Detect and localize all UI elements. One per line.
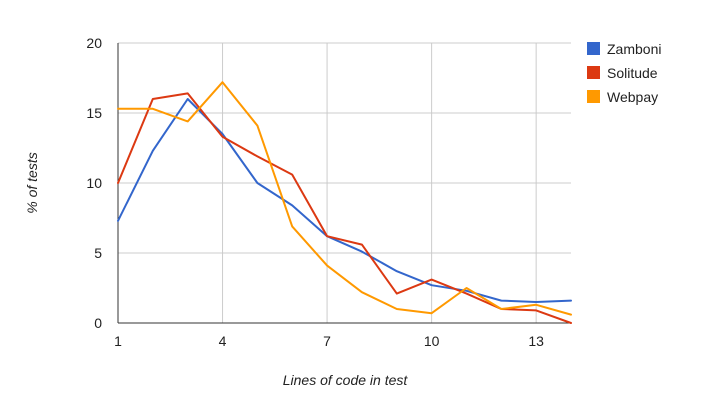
x-tick-label: 13	[528, 333, 544, 349]
series-lines	[117, 81, 572, 324]
legend-swatch-zamboni	[587, 42, 600, 55]
y-tick-label: 20	[86, 35, 102, 51]
series-line-webpay	[117, 81, 572, 316]
x-tick-label: 10	[424, 333, 440, 349]
tick-labels: 0 5 10 15 20 1 4 7 10 13	[86, 35, 544, 349]
legend-swatch-solitude	[587, 66, 600, 79]
legend-label-webpay: Webpay	[607, 89, 658, 105]
y-tick-label: 5	[94, 245, 102, 261]
x-tick-label: 7	[323, 333, 331, 349]
series-line-solitude	[117, 92, 572, 324]
y-tick-label: 0	[94, 315, 102, 331]
y-axis-title: % of tests	[24, 152, 40, 213]
y-tick-label: 15	[86, 105, 102, 121]
series-line-zamboni	[117, 98, 572, 303]
y-tick-label: 10	[86, 175, 102, 191]
x-tick-label: 1	[114, 333, 122, 349]
legend-label-solitude: Solitude	[607, 65, 658, 81]
legend: Zamboni Solitude Webpay	[587, 41, 661, 105]
x-axis-title: Lines of code in test	[283, 372, 409, 388]
gridlines	[118, 42, 571, 323]
x-tick-label: 4	[219, 333, 227, 349]
legend-label-zamboni: Zamboni	[607, 41, 661, 57]
legend-swatch-webpay	[587, 90, 600, 103]
